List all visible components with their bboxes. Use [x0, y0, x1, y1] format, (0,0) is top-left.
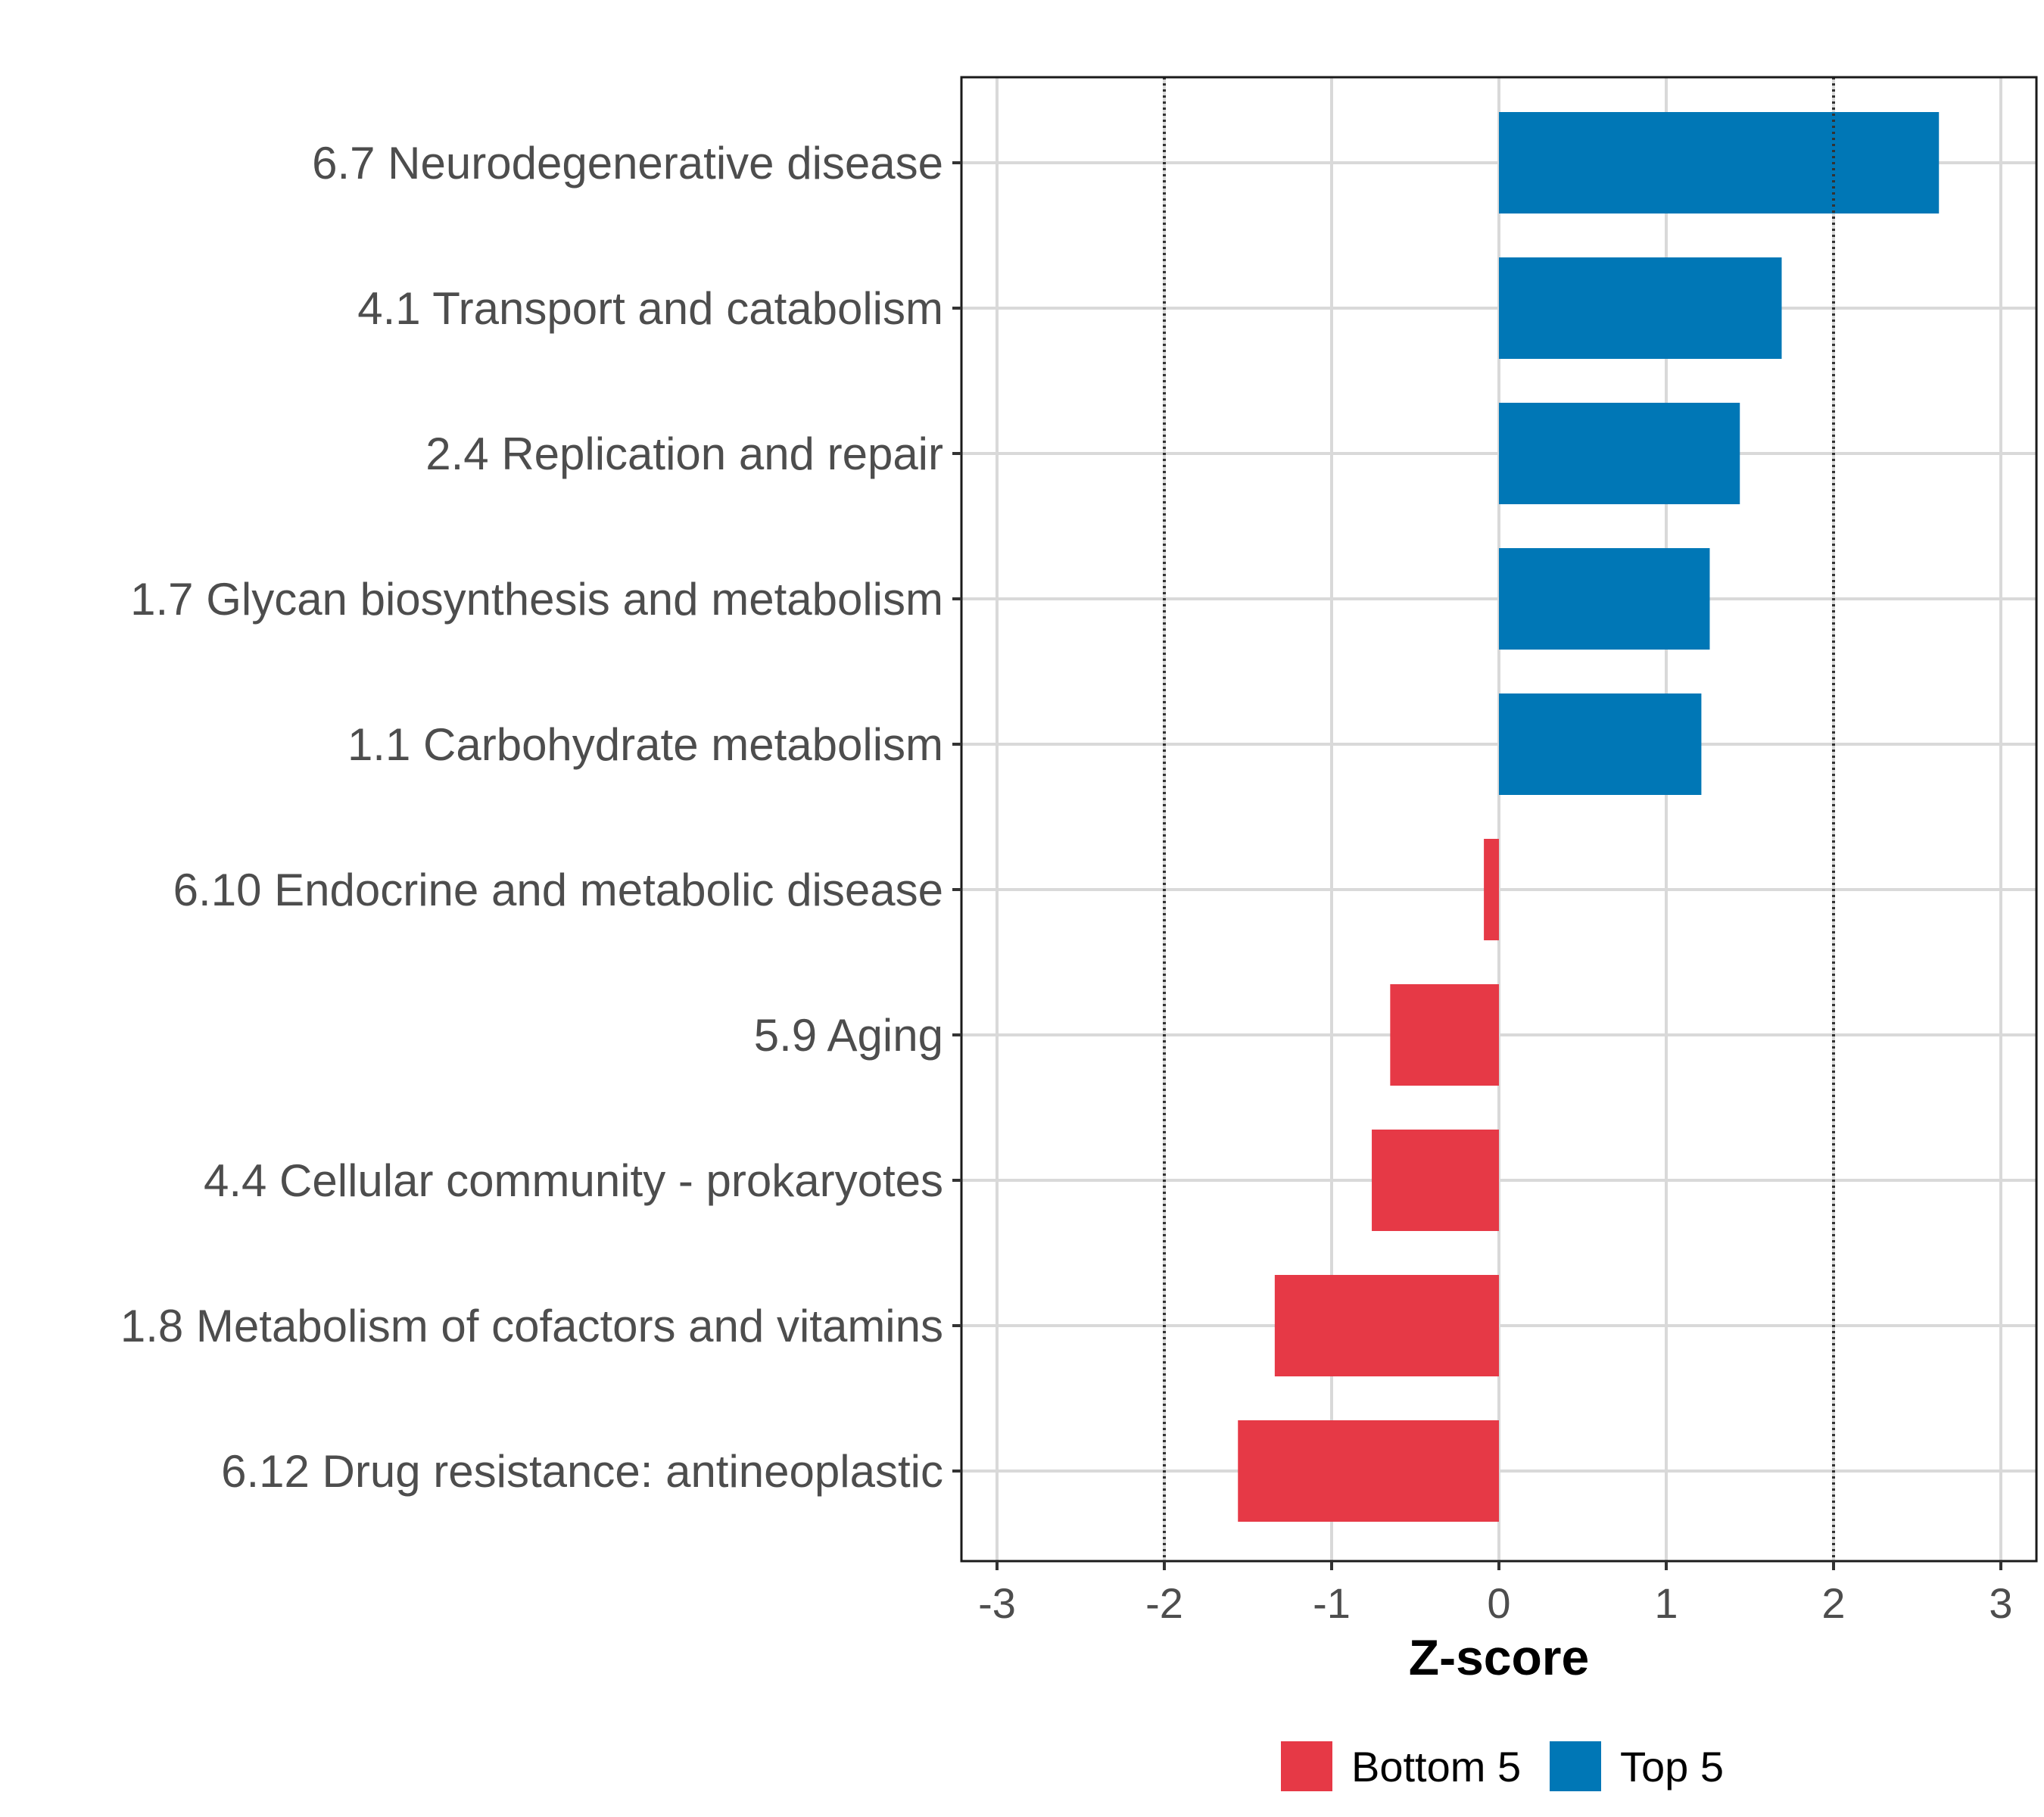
bar-bottom-6 — [1390, 984, 1499, 1086]
category-label: 4.4 Cellular community - prokaryotes — [204, 1155, 943, 1206]
bar-top-0 — [1499, 112, 1940, 213]
legend-label-top-5: Top 5 — [1620, 1743, 1724, 1791]
category-label: 1.8 Metabolism of cofactors and vitamins — [120, 1301, 943, 1351]
x-tick-label: -1 — [1313, 1579, 1351, 1627]
bars — [1238, 112, 1940, 1522]
legend-swatch-top-5 — [1550, 1741, 1601, 1791]
reference-lines — [1163, 77, 1835, 1561]
bar-top-1 — [1499, 257, 1782, 359]
x-axis: -3 -2 -1 0 1 2 3 — [978, 1561, 2013, 1627]
bar-top-4 — [1499, 693, 1702, 795]
bar-top-2 — [1499, 403, 1740, 504]
bar-bottom-7 — [1372, 1130, 1499, 1231]
bar-top-3 — [1499, 548, 1710, 650]
category-label: 1.1 Carbohydrate metabolism — [347, 719, 943, 770]
x-axis-title: Z-score — [1409, 1629, 1589, 1685]
category-label: 2.4 Replication and repair — [425, 429, 943, 479]
x-tick-label: -3 — [978, 1579, 1016, 1627]
category-label: 6.12 Drug resistance: antineoplastic — [221, 1446, 943, 1497]
x-tick-label: 0 — [1487, 1579, 1510, 1627]
category-label: 6.10 Endocrine and metabolic disease — [173, 865, 943, 915]
legend-label-bottom-5: Bottom 5 — [1351, 1743, 1521, 1791]
bar-bottom-9 — [1238, 1420, 1499, 1522]
x-tick-label: -2 — [1145, 1579, 1183, 1627]
category-label: 1.7 Glycan biosynthesis and metabolism — [130, 574, 943, 625]
x-tick-label: 3 — [1989, 1579, 2012, 1627]
legend: Bottom 5 Top 5 — [1281, 1741, 1724, 1791]
category-label: 4.1 Transport and catabolism — [357, 283, 943, 334]
category-label: 6.7 Neurodegenerative disease — [312, 138, 943, 189]
category-label: 5.9 Aging — [754, 1010, 943, 1061]
legend-swatch-bottom-5 — [1281, 1741, 1332, 1791]
y-axis: 6.7 Neurodegenerative disease 4.1 Transpo… — [120, 138, 961, 1497]
x-tick-label: 1 — [1654, 1579, 1678, 1627]
bar-bottom-5 — [1484, 839, 1499, 940]
x-tick-label: 2 — [1821, 1579, 1845, 1627]
bar-bottom-8 — [1274, 1275, 1499, 1376]
